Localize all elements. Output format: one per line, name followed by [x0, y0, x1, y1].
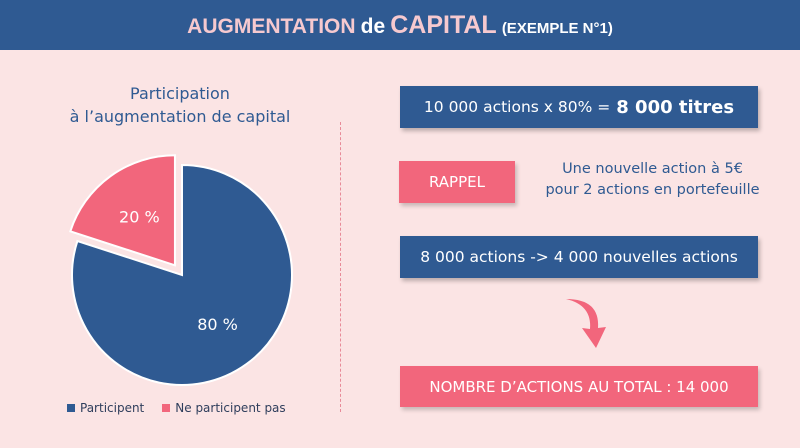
page-title: AUGMENTATION de CAPITAL (EXEMPLE N°1) — [187, 11, 613, 40]
chart-title-line1: Participation — [130, 84, 230, 103]
legend-label-participent: Participent — [80, 401, 145, 415]
rappel-badge: RAPPEL — [399, 161, 515, 203]
rappel-label: RAPPEL — [428, 173, 485, 191]
legend-swatch-ne-participent-pas — [162, 404, 171, 412]
conversion-box: 8 000 actions -> 4 000 nouvelles actions — [400, 236, 758, 278]
calculation-text: 10 000 actions x 80% = — [423, 98, 611, 116]
pie-label-participent: 80 % — [197, 315, 238, 334]
legend-item-participent: Participent — [67, 401, 144, 415]
legend-swatch-participent — [67, 404, 75, 412]
title-part-augmentation: AUGMENTATION — [187, 14, 356, 38]
pie-slice-participent — [71, 163, 293, 386]
calculation-result: 8 000 titres — [616, 96, 735, 118]
rappel-text: Une nouvelle action à 5€ pour 2 actions … — [535, 159, 770, 201]
chart-legend: Participent Ne participent pas — [67, 401, 286, 415]
rappel-line1: Une nouvelle action à 5€ — [562, 161, 743, 177]
rappel-line2: pour 2 actions en portefeuille — [545, 182, 760, 198]
total-box: NOMBRE D’ACTIONS AU TOTAL : 14 000 — [400, 366, 758, 407]
title-part-de: de — [360, 14, 386, 38]
pie-label-ne-participent-pas: 20 % — [119, 207, 160, 226]
title-part-exemple: (EXEMPLE N°1) — [501, 19, 613, 37]
chart-title-line2: à l’augmentation de capital — [69, 107, 291, 126]
chart-title: Participation à l’augmentation de capita… — [60, 82, 300, 128]
legend-item-ne-participent-pas: Ne participent pas — [162, 401, 286, 415]
legend-label-ne-participent-pas: Ne participent pas — [175, 401, 286, 415]
calculation-box: 10 000 actions x 80% = 8 000 titres — [400, 86, 758, 128]
pie-slice-ne-participent-pas — [69, 154, 176, 267]
total-text: NOMBRE D’ACTIONS AU TOTAL : 14 000 — [429, 377, 729, 396]
title-part-capital: CAPITAL — [390, 10, 497, 39]
header-banner: AUGMENTATION de CAPITAL (EXEMPLE N°1) — [0, 0, 800, 50]
curved-arrow-down-icon — [566, 299, 606, 348]
dashed-divider — [340, 122, 341, 412]
conversion-text: 8 000 actions -> 4 000 nouvelles actions — [420, 248, 738, 266]
